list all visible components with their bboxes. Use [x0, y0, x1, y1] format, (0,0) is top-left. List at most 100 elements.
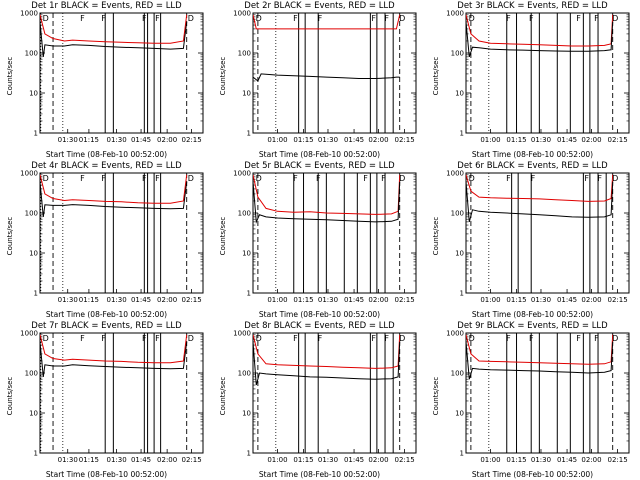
plot-area [40, 333, 188, 453]
chart-title: Det 4r BLACK = Events, RED = LLD [31, 161, 182, 171]
plot-frame [465, 172, 630, 294]
flag-label: F [363, 174, 368, 183]
flag-label: F [506, 174, 511, 183]
flag-label: F [142, 14, 147, 23]
flag-label: F [80, 14, 85, 23]
y-tick-label: 1000 [446, 10, 464, 18]
plot-frame [465, 332, 630, 454]
y-tick-label: 1000 [20, 10, 38, 18]
y-tick-label: 100 [451, 50, 464, 58]
flag-label: F [529, 334, 534, 343]
y-tick-label: 1 [34, 450, 38, 458]
series-line-red [40, 14, 188, 44]
flag-label: F [101, 14, 106, 23]
flag-label: F [371, 14, 376, 23]
series-line-black [253, 341, 401, 386]
x-tick-label: 02:15 [607, 456, 627, 464]
x-tick-label: 01:30 [58, 296, 78, 304]
plot-frame [252, 12, 417, 134]
flag-label: F [155, 334, 160, 343]
y-tick-label: 100 [25, 210, 38, 218]
flag-label: F [101, 174, 106, 183]
chart-plot: 1 10 100 1000 01:00 01:15 01:30 01:45 02:00 02:15… [446, 330, 630, 464]
y-axis-label: Counts/sec [432, 56, 440, 96]
x-tick-label: 01:30 [318, 296, 338, 304]
x-axis-label: Start Time (08-Feb-10 00:52:00) [471, 150, 594, 159]
x-tick-label: 01:45 [557, 456, 577, 464]
y-tick-label: 100 [238, 370, 251, 378]
chart-panel: Det 6r BLACK = Events, RED = LLD 1 10 100 10… [426, 160, 639, 320]
chart-plot: 1 10 100 1000 01:00 01:15 01:30 01:45 02:00 02:15… [233, 330, 417, 464]
series-line-black [40, 341, 188, 377]
x-tick-label: 01:15 [79, 456, 99, 464]
series-line-black [253, 181, 401, 224]
x-tick-label: 01:30 [58, 136, 78, 144]
x-tick-label: 01:15 [79, 136, 99, 144]
x-tick-label: 01:30 [318, 136, 338, 144]
x-tick-label: 01:00 [480, 456, 500, 464]
x-axis-label: Start Time (08-Feb-10 00:52:00) [258, 150, 381, 159]
x-axis-label: Start Time (08-Feb-10 00:52:00) [471, 470, 594, 479]
flag-label: F [506, 14, 511, 23]
y-axis-label: Counts/sec [6, 376, 14, 416]
y-axis-label: Counts/sec [219, 56, 227, 96]
flag-label: F [142, 334, 147, 343]
plot-area [40, 173, 188, 293]
series-line-red [466, 14, 614, 47]
y-tick-label: 10 [455, 250, 464, 258]
y-tick-label: 100 [451, 370, 464, 378]
x-tick-label: 02:00 [157, 456, 177, 464]
flag-label: F [293, 174, 298, 183]
chart-title: Det 9r BLACK = Events, RED = LLD [457, 321, 608, 331]
flag-label: D [399, 174, 405, 183]
plot-area [466, 13, 614, 133]
chart-plot: 1 10 100 1000 01:00 01:15 01:30 01:45 02:00 02:15… [233, 170, 417, 304]
x-tick-label: 02:15 [181, 456, 201, 464]
y-tick-label: 1 [34, 290, 38, 298]
y-tick-label: 10 [242, 250, 251, 258]
y-tick-label: 10 [455, 410, 464, 418]
chart-plot: 1 10 100 1000 01:00 01:15 01:30 01:45 02:00 02:15… [233, 10, 417, 144]
y-tick-label: 1 [34, 130, 38, 138]
chart-title: Det 6r BLACK = Events, RED = LLD [457, 161, 608, 171]
y-tick-label: 10 [455, 90, 464, 98]
x-tick-label: 01:15 [506, 296, 526, 304]
plot-frame [39, 172, 204, 294]
plot-area [466, 173, 614, 293]
y-axis-label: Counts/sec [432, 376, 440, 416]
x-tick-label: 01:00 [267, 456, 287, 464]
y-tick-label: 1 [247, 450, 251, 458]
flag-label: F [529, 14, 534, 23]
flag-label: D [188, 334, 194, 343]
series-line-red [253, 334, 401, 369]
flag-label: F [293, 14, 298, 23]
y-tick-label: 1 [460, 450, 464, 458]
plot-frame [39, 332, 204, 454]
flag-label: D [256, 334, 262, 343]
x-tick-label: 01:15 [293, 136, 313, 144]
plot-frame [39, 12, 204, 134]
y-tick-label: 100 [451, 210, 464, 218]
y-tick-label: 10 [242, 90, 251, 98]
flag-label: D [612, 174, 618, 183]
flag-label: D [612, 14, 618, 23]
plot-area [253, 333, 401, 453]
y-tick-label: 1 [460, 290, 464, 298]
flag-label: D [256, 174, 262, 183]
y-tick-label: 10 [29, 250, 38, 258]
flag-label: D [188, 14, 194, 23]
flag-label: F [371, 334, 376, 343]
flag-label: F [155, 174, 160, 183]
x-tick-label: 01:30 [318, 456, 338, 464]
chart-panel: Det 4r BLACK = Events, RED = LLD 1 10 100 10… [0, 160, 213, 320]
chart-plot: 1 10 100 1000 01:00 01:15 01:30 01:45 02:00 02:15… [446, 10, 630, 144]
x-axis-label: Start Time (08-Feb-10 00:52:00) [45, 310, 168, 319]
y-tick-label: 1000 [233, 10, 251, 18]
y-tick-label: 10 [242, 410, 251, 418]
y-tick-label: 100 [25, 50, 38, 58]
flag-label: F [597, 174, 602, 183]
x-tick-label: 01:45 [131, 456, 151, 464]
y-tick-label: 1000 [20, 330, 38, 338]
flag-label: D [43, 14, 49, 23]
